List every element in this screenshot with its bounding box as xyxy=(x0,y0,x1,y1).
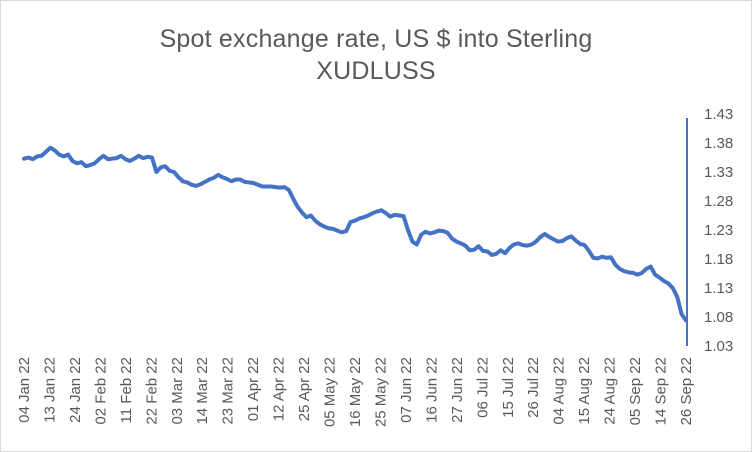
x-tick-label: 05 Sep 22 xyxy=(627,357,644,425)
x-tick-label: 15 Jul 22 xyxy=(500,357,517,418)
x-tick-label: 27 Jun 22 xyxy=(449,357,466,423)
x-tick-label: 03 Mar 22 xyxy=(169,357,186,425)
x-tick-label: 24 Jan 22 xyxy=(67,357,84,423)
chart-title-line-2: XUDLUSS xyxy=(316,57,436,85)
y-tick-label: 1.38 xyxy=(704,135,733,152)
series-line-0 xyxy=(22,145,688,323)
y-tick-label: 1.13 xyxy=(704,280,733,297)
x-tick-label: 25 Apr 22 xyxy=(296,357,313,421)
x-tick-label: 25 May 22 xyxy=(372,357,389,427)
series-layer xyxy=(22,145,688,323)
x-tick-label: 06 Jul 22 xyxy=(474,357,491,418)
x-tick-label: 23 Mar 22 xyxy=(220,357,237,425)
chart-title: Spot exchange rate, US $ into Sterling X… xyxy=(1,23,751,87)
x-tick-label: 01 Apr 22 xyxy=(245,357,262,421)
x-tick-label: 16 Jun 22 xyxy=(423,357,440,423)
x-axis-tick-labels: 04 Jan 22 13 Jan 22 24 Jan 22 02 Feb 22 11 F… xyxy=(16,357,695,427)
x-tick-label: 04 Aug 22 xyxy=(551,357,568,425)
y-tick-label: 1.28 xyxy=(704,193,733,210)
y-axis-tick-labels: 1.03 1.08 1.13 1.18 1.23 1.28 1.33 1.38 1.43 xyxy=(704,106,733,355)
y-tick-label: 1.43 xyxy=(704,106,733,123)
x-tick-label: 14 Sep 22 xyxy=(653,357,670,425)
x-tick-label: 04 Jan 22 xyxy=(16,357,33,423)
x-tick-label: 05 May 22 xyxy=(322,357,339,427)
x-tick-label: 26 Jul 22 xyxy=(525,357,542,418)
x-tick-label: 11 Feb 22 xyxy=(118,357,135,423)
x-tick-label: 13 Jan 22 xyxy=(41,357,58,423)
x-tick-label: 22 Feb 22 xyxy=(143,357,160,425)
x-tick-label: 26 Sep 22 xyxy=(678,357,695,425)
x-tick-label: 07 Jun 22 xyxy=(398,357,415,423)
x-tick-label: 24 Aug 22 xyxy=(602,357,619,425)
x-tick-label: 12 Apr 22 xyxy=(271,357,288,421)
x-tick-label: 15 Aug 22 xyxy=(576,357,593,425)
y-tick-label: 1.18 xyxy=(704,251,733,268)
y-tick-label: 1.08 xyxy=(704,309,733,326)
x-tick-label: 16 May 22 xyxy=(347,357,364,427)
x-tick-label: 14 Mar 22 xyxy=(194,357,211,425)
y-tick-label: 1.23 xyxy=(704,222,733,239)
y-tick-label: 1.33 xyxy=(704,164,733,181)
chart-title-line-1: Spot exchange rate, US $ into Sterling xyxy=(159,25,593,53)
y-tick-label: 1.03 xyxy=(704,338,733,355)
x-tick-label: 02 Feb 22 xyxy=(92,357,109,425)
